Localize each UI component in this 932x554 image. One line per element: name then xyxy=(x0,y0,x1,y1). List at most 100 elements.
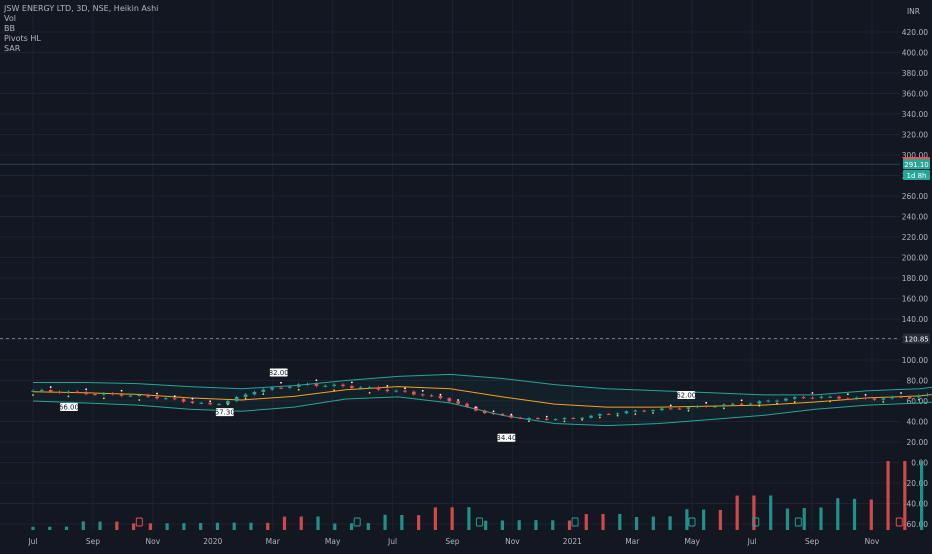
candle-body xyxy=(562,418,567,420)
sar-dot xyxy=(67,395,70,398)
candle-body xyxy=(146,394,150,397)
candle-body xyxy=(695,405,700,408)
sar-dot xyxy=(616,414,619,417)
volume-bar xyxy=(383,514,387,530)
volume-bar xyxy=(886,461,890,530)
event-marker[interactable] xyxy=(135,517,143,527)
volume-bar xyxy=(31,526,35,530)
candle-body xyxy=(155,396,159,399)
candle-body xyxy=(323,385,328,387)
candle-body xyxy=(438,395,443,399)
sar-dot xyxy=(900,392,902,394)
candle-body xyxy=(102,393,106,395)
volume-bar xyxy=(215,522,220,530)
sar-dot xyxy=(421,389,424,392)
event-marker[interactable] xyxy=(895,517,903,527)
candle-body xyxy=(429,395,434,397)
sar-dot xyxy=(811,392,814,394)
candle-body xyxy=(270,387,274,390)
candle-body xyxy=(536,417,540,419)
event-marker[interactable] xyxy=(353,517,361,527)
volume-bar xyxy=(433,507,437,530)
price-tag xyxy=(903,333,930,344)
sar-dot xyxy=(705,401,708,404)
candle-body xyxy=(128,395,133,397)
legend-title[interactable]: JSW ENERGY LTD, 3D, NSE, Heikin Ashi xyxy=(4,4,159,13)
candle-body xyxy=(792,397,797,399)
candle-body xyxy=(358,387,363,389)
legend-bb[interactable]: BB xyxy=(4,24,15,33)
event-marker[interactable] xyxy=(475,517,483,527)
sar-dot xyxy=(85,388,88,391)
candle-body xyxy=(385,389,390,392)
candle-body xyxy=(93,394,97,396)
volume-bar xyxy=(417,515,421,530)
sar-dot xyxy=(563,420,566,423)
sar-dot xyxy=(191,397,194,400)
volume-bar xyxy=(919,461,924,530)
volume-bar xyxy=(131,523,136,530)
candle-body xyxy=(491,413,496,415)
legend-pivots[interactable]: Pivots HL xyxy=(4,34,41,43)
sar-dot xyxy=(457,399,460,401)
volume-bar xyxy=(517,520,521,530)
candle-body xyxy=(651,410,655,412)
candle-body xyxy=(234,396,239,401)
candle-body xyxy=(394,390,398,392)
candle-body xyxy=(500,413,505,416)
sar-dot xyxy=(315,379,318,382)
bb-upper-band xyxy=(33,373,932,396)
y-tick-label: 420.00 xyxy=(902,28,928,37)
legend-vol[interactable]: Vol xyxy=(4,14,16,23)
volume-bar xyxy=(115,521,119,530)
candle-body xyxy=(341,384,345,387)
sar-dot xyxy=(598,416,601,419)
sar-dot xyxy=(864,394,867,396)
y-tick-label: 240.00 xyxy=(902,213,928,222)
candle-body xyxy=(447,398,452,402)
candle-body xyxy=(482,410,487,414)
legend-sar[interactable]: SAR xyxy=(4,44,21,53)
event-marker[interactable] xyxy=(752,517,760,527)
candle-body xyxy=(48,389,53,392)
event-marker[interactable] xyxy=(794,517,802,527)
candle-body xyxy=(509,415,514,418)
sar-dot xyxy=(32,394,34,396)
sar-dot xyxy=(120,389,123,392)
sar-dot xyxy=(404,387,406,390)
y-tick-label: 200.00 xyxy=(902,254,928,263)
pivot-label: 66.00 xyxy=(59,403,79,411)
candle-body xyxy=(819,396,824,398)
x-tick-label: May xyxy=(325,537,341,546)
sar-dot xyxy=(722,407,725,410)
volume-bar xyxy=(500,520,505,530)
sar-dot xyxy=(226,403,229,406)
candle-body xyxy=(376,387,381,390)
candle-body xyxy=(305,383,310,385)
candle-body xyxy=(925,394,930,396)
candle-body xyxy=(164,398,168,400)
volume-bar xyxy=(282,516,287,530)
y-tick-label: 220.00 xyxy=(902,233,928,242)
x-tick-label: Sep xyxy=(805,537,819,546)
event-marker[interactable] xyxy=(571,517,579,527)
sar-dot xyxy=(156,392,158,395)
sar-dot xyxy=(439,393,442,396)
candle-body xyxy=(261,389,266,392)
candle-body xyxy=(846,398,850,400)
volume-bar xyxy=(819,507,823,530)
sar-dot xyxy=(528,420,530,423)
candle-body xyxy=(677,408,682,410)
candle-body xyxy=(908,397,912,399)
event-marker[interactable] xyxy=(688,517,696,527)
x-tick-label: Mar xyxy=(266,537,281,546)
bb-lower-band xyxy=(32,396,932,427)
candle-body xyxy=(890,396,894,399)
candle-body xyxy=(757,401,762,404)
volume-bar xyxy=(266,522,270,530)
candle-body xyxy=(854,397,859,399)
volume-bar xyxy=(165,523,169,530)
volume-bar xyxy=(450,507,454,530)
